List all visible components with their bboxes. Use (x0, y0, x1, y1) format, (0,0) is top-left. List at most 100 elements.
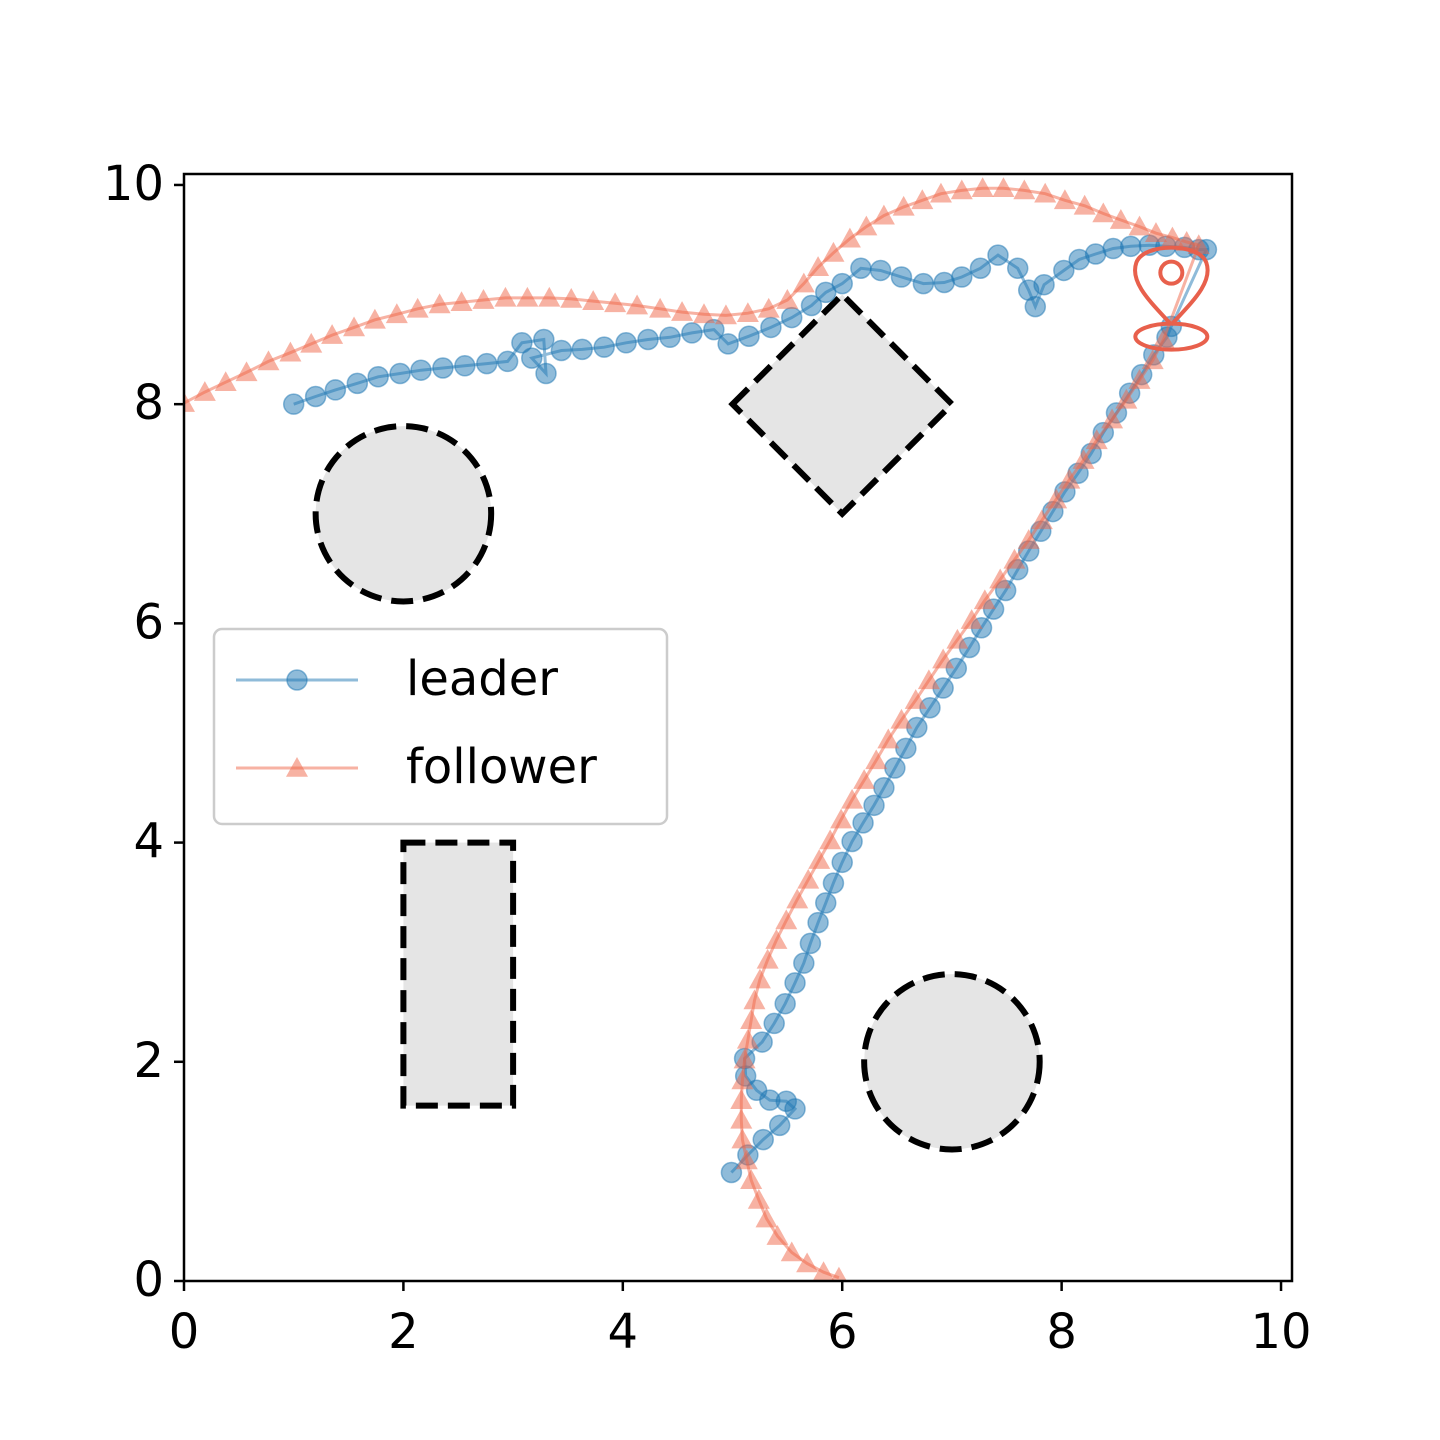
trajectory-point (1102, 237, 1124, 260)
trajectory-point (1073, 194, 1096, 215)
trajectory-point (454, 355, 476, 377)
trajectory-point (865, 749, 888, 770)
trajectory-point (760, 316, 782, 339)
obstacle-polygon (728, 290, 957, 519)
trajectory-point (1119, 235, 1142, 258)
trajectory-point (831, 851, 853, 874)
trajectory-point (863, 794, 885, 817)
trajectory-point (533, 328, 555, 351)
trajectory-point (807, 256, 830, 276)
trajectory-point (850, 257, 872, 280)
trajectory-point (780, 1241, 803, 1262)
trajectory-point (692, 303, 715, 324)
trajectory-point (560, 287, 583, 308)
trajectory-point (740, 1009, 763, 1029)
trajectory-point (659, 326, 681, 349)
trajectory-point (324, 379, 347, 401)
trajectory-point (766, 1225, 789, 1245)
y-tick-label: 6 (133, 594, 164, 650)
trajectory-point (1006, 257, 1029, 280)
legend-label: leader (406, 651, 558, 707)
trajectory-point (731, 1069, 754, 1090)
trajectory-point (781, 306, 803, 329)
trajectory-point (637, 328, 659, 351)
trajectory-point (1161, 226, 1184, 247)
trajectory-point (193, 381, 216, 401)
trajectory-point (450, 291, 473, 312)
trajectory-point (852, 812, 874, 834)
trajectory-point (300, 332, 323, 353)
obstacle-rect (400, 839, 517, 1109)
trajectory-point (892, 195, 915, 216)
trajectory-point (1109, 209, 1132, 229)
trajectory-point (890, 708, 913, 729)
trajectory-point (784, 1098, 806, 1120)
trajectory-point (736, 1028, 759, 1049)
trajectory-point (755, 1207, 778, 1228)
trajectory-point (184, 392, 195, 412)
trajectory-point (1152, 328, 1175, 349)
trajectory-point (950, 179, 973, 200)
trajectory-point (763, 1012, 785, 1035)
trajectory-point (282, 393, 305, 415)
trajectory-point (571, 338, 593, 361)
trajectory-point (796, 1252, 819, 1273)
goal-pin (1133, 245, 1210, 326)
trajectory-point (793, 952, 815, 974)
trajectory-point (1053, 189, 1076, 210)
trajectory-point (872, 204, 895, 225)
trajectory-point (912, 272, 935, 295)
trajectory-point (784, 972, 806, 994)
trajectory-point (304, 385, 327, 408)
y-tick-label: 4 (133, 814, 164, 870)
trajectory-point (521, 347, 543, 369)
trajectory-point (884, 757, 906, 779)
trajectory-point (768, 1114, 791, 1137)
trajectory-point (703, 318, 725, 341)
trajectory-point (385, 303, 408, 324)
x-tick-label: 2 (388, 1304, 419, 1360)
trajectory-point (890, 266, 913, 288)
trajectory-point (626, 294, 649, 315)
goal-center (1158, 259, 1185, 286)
trajectory-point (730, 1089, 753, 1109)
trajectory-point (720, 1161, 743, 1184)
trajectory-point (496, 350, 519, 373)
trajectory-point (765, 929, 788, 949)
trajectory-point (649, 297, 672, 318)
x-tick-label: 6 (827, 1304, 858, 1360)
legend-marker (286, 757, 308, 777)
trajectory-point (1187, 234, 1210, 255)
trajectory-point (1033, 273, 1055, 296)
trajectory-point (367, 366, 389, 388)
trajectory-point (1034, 182, 1057, 203)
goal-base (1133, 321, 1210, 352)
trajectory-point (971, 177, 994, 198)
trajectory-point (738, 325, 760, 347)
trajectory-point (797, 868, 820, 889)
trajectory-point (960, 609, 983, 629)
trajectory-point (717, 333, 739, 355)
trajectory-point (807, 911, 829, 934)
trajectory-point (671, 301, 694, 321)
trajectory-point (812, 1261, 835, 1281)
trajectory-point (389, 362, 411, 385)
trajectory-point (756, 948, 779, 969)
trajectory-point (346, 372, 369, 395)
trajectory-point (1003, 548, 1026, 569)
legend-label: follower (406, 739, 597, 795)
trajectory-point (740, 1169, 763, 1189)
trajectory-point (730, 1108, 753, 1129)
trajectory-point (428, 293, 451, 314)
trajectory-point (321, 324, 344, 344)
y-tick-label: 0 (133, 1252, 164, 1308)
trajectory-point (822, 872, 845, 894)
trajectory-point (1058, 468, 1081, 489)
trajectory-point (830, 1266, 847, 1281)
trajectory-point (736, 302, 759, 322)
trajectory-point (343, 316, 366, 337)
trajectory-point (582, 290, 605, 310)
trajectory-point (1128, 369, 1151, 389)
trajectory-point (1053, 259, 1075, 282)
trajectory-point (1115, 388, 1138, 409)
